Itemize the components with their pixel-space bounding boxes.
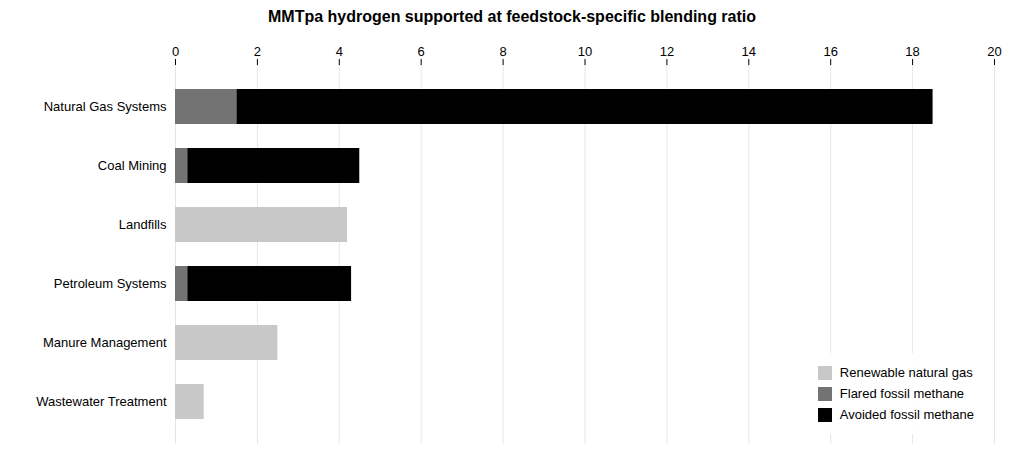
svg-text:Wastewater Treatment: Wastewater Treatment: [36, 394, 167, 409]
html-text:Flared fossil methane: Flared fossil methane: [839, 386, 965, 401]
svg-text:Landfills: Landfills: [119, 217, 167, 232]
svg-text:20: 20: [987, 44, 1001, 59]
svg-text:Coal Mining: Coal Mining: [98, 158, 167, 173]
svg-text:4: 4: [336, 44, 343, 59]
svg-text:12: 12: [660, 44, 674, 59]
svg-text:Manure Management: Manure Management: [43, 335, 167, 350]
svg-text:16: 16: [823, 44, 837, 59]
svg-text:14: 14: [742, 44, 756, 59]
html-text:MMTpa hydrogen supported at fe: MMTpa hydrogen supported at feedstock-sp…: [268, 8, 756, 25]
svg-text:10: 10: [578, 44, 592, 59]
svg-text:8: 8: [499, 44, 506, 59]
svg-text:2: 2: [254, 44, 261, 59]
svg-text:Natural Gas Systems: Natural Gas Systems: [44, 99, 167, 114]
svg-text:0: 0: [172, 44, 179, 59]
html-text:Renewable natural gas: Renewable natural gas: [839, 365, 973, 380]
html-text:Avoided fossil methane: Avoided fossil methane: [839, 407, 974, 422]
svg-text:6: 6: [418, 44, 425, 59]
svg-text:Petroleum Systems: Petroleum Systems: [54, 276, 167, 291]
svg-text:18: 18: [905, 44, 919, 59]
